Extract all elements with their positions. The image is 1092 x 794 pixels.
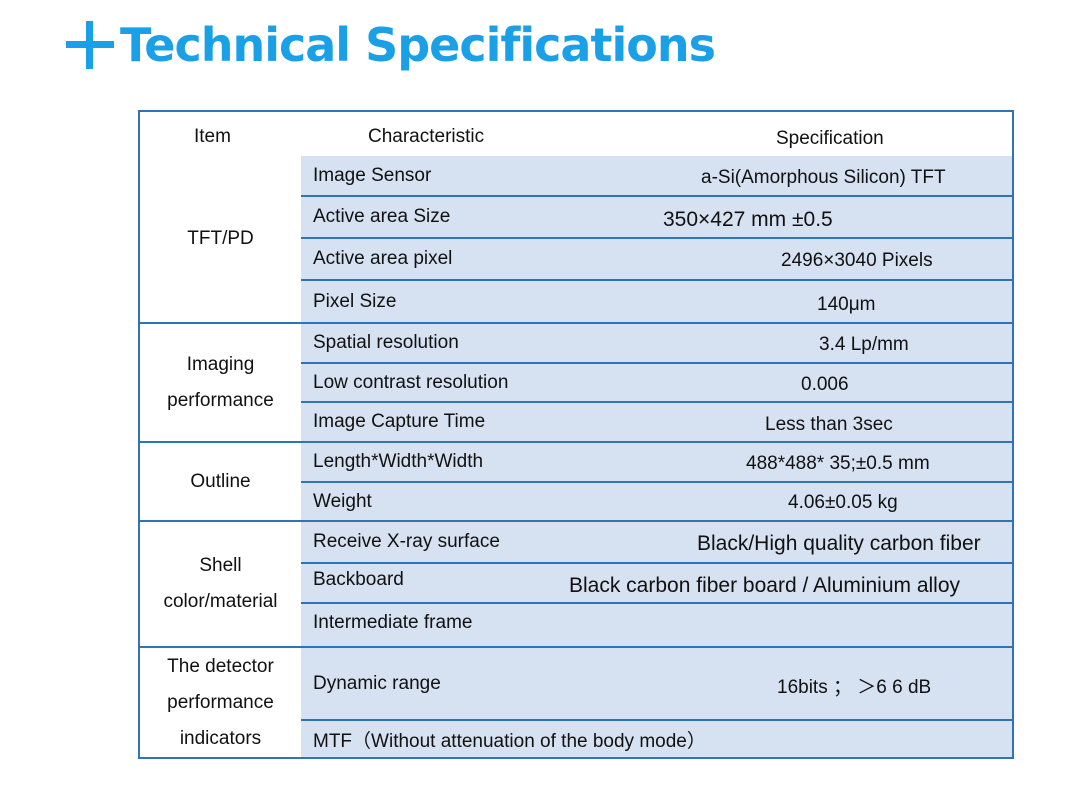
specification-cell: 16bits ； ＞6 6 dB	[777, 677, 932, 698]
specification-cell: 2496×3040 Pixels	[781, 250, 933, 271]
group-cell-tft-pd: TFT/PD	[140, 156, 301, 322]
group-label: Outline	[190, 470, 251, 492]
group-cell-imaging-performance: Imaging performance	[140, 324, 301, 441]
group-label-line: performance	[167, 389, 274, 411]
group-divider	[140, 441, 1012, 443]
specification-cell: 488*488* 35;±0.5 mm	[746, 453, 930, 474]
row-divider	[301, 195, 1012, 197]
specification-cell: 3.4 Lp/mm	[819, 334, 909, 355]
characteristic-cell: Pixel Size	[313, 290, 397, 312]
specification-cell: Black carbon fiber board / Aluminium all…	[569, 574, 961, 597]
group-label: TFT/PD	[187, 228, 254, 249]
row-divider	[301, 401, 1012, 403]
group-label-line: indicators	[179, 727, 262, 749]
characteristic-cell: Receive X-ray surface	[313, 531, 500, 552]
characteristic-cell: Image Sensor	[313, 164, 432, 186]
row-divider	[301, 481, 1012, 483]
table-row: Active area pixel 2496×3040 Pixels	[301, 239, 1012, 279]
group-cell-detector-performance-indicators: The detector performance indicators	[140, 648, 301, 757]
table-row: Weight 4.06±0.05 kg	[301, 483, 1012, 520]
characteristic-cell: Length*Width*Width	[313, 451, 484, 472]
characteristic-cell: Image Capture Time	[313, 411, 486, 432]
specification-cell: Less than 3sec	[765, 413, 893, 435]
table-row: Backboard Black carbon fiber board / Alu…	[301, 564, 1012, 602]
specification-cell: 350×427 mm ±0.5	[663, 208, 833, 231]
specification-cell: a-Si(Amorphous Silicon) TFT	[701, 166, 946, 188]
page-title: Technical Specifications	[120, 18, 716, 72]
table-row: Length*Width*Width 488*488* 35;±0.5 mm	[301, 443, 1012, 481]
table-row: Receive X-ray surface Black/High quality…	[301, 522, 1012, 562]
group-divider	[140, 322, 1012, 324]
characteristic-cell: Backboard	[313, 569, 404, 590]
row-divider	[301, 602, 1012, 604]
characteristic-cell: Active area pixel	[313, 248, 453, 269]
row-divider	[301, 719, 1012, 721]
group-divider	[140, 646, 1012, 648]
characteristic-cell: Low contrast resolution	[313, 371, 509, 393]
group-divider	[140, 520, 1012, 522]
specification-cell: 4.06±0.05 kg	[788, 491, 898, 513]
row-divider	[301, 237, 1012, 239]
table-row: Pixel Size 140μm	[301, 281, 1012, 322]
specification-cell: 140μm	[817, 293, 876, 315]
header-specification: Specification	[776, 128, 884, 149]
header-item: Item	[194, 126, 231, 147]
table-row: Active area Size 350×427 mm ±0.5	[301, 197, 1012, 237]
group-label-line: color/material	[163, 591, 278, 612]
table-row: Low contrast resolution 0.006	[301, 364, 1012, 401]
table-row: Dynamic range 16bits ； ＞6 6 dB	[301, 648, 1012, 719]
table-row: Intermediate frame	[301, 604, 1012, 646]
group-label-line: Imaging	[186, 353, 255, 375]
table-row: Image Capture Time Less than 3sec	[301, 403, 1012, 441]
characteristic-cell: Active area Size	[313, 206, 451, 227]
specification-cell: 0.006	[801, 374, 849, 395]
row-divider	[301, 279, 1012, 281]
characteristic-cell: Dynamic range	[313, 672, 441, 694]
row-divider	[301, 362, 1012, 364]
table-row: Image Sensor a-Si(Amorphous Silicon) TFT	[301, 156, 1012, 195]
table-row: Spatial resolution 3.4 Lp/mm	[301, 324, 1012, 362]
group-cell-shell-color-material: Shell color/material	[140, 522, 301, 646]
characteristic-cell: MTF（Without attenuation of the body mode…	[313, 730, 706, 752]
page-header: Technical Specifications	[66, 14, 716, 76]
characteristic-cell: Weight	[313, 490, 372, 512]
table-row: MTF（Without attenuation of the body mode…	[301, 721, 1012, 757]
spec-table: Item Characteristic Specification TFT/PD…	[138, 110, 1014, 759]
group-cell-outline: Outline	[140, 443, 301, 520]
header-characteristic: Characteristic	[368, 126, 485, 147]
table-header: Item Characteristic Specification	[140, 112, 1012, 158]
group-label-line: The detector	[167, 655, 274, 677]
characteristic-cell: Intermediate frame	[313, 612, 473, 633]
plus-icon	[66, 21, 114, 69]
row-divider	[301, 562, 1012, 564]
characteristic-cell: Spatial resolution	[313, 332, 459, 353]
group-label-line: performance	[167, 691, 274, 713]
specification-cell: Black/High quality carbon fiber	[697, 532, 981, 555]
group-label-line: Shell	[199, 555, 242, 576]
